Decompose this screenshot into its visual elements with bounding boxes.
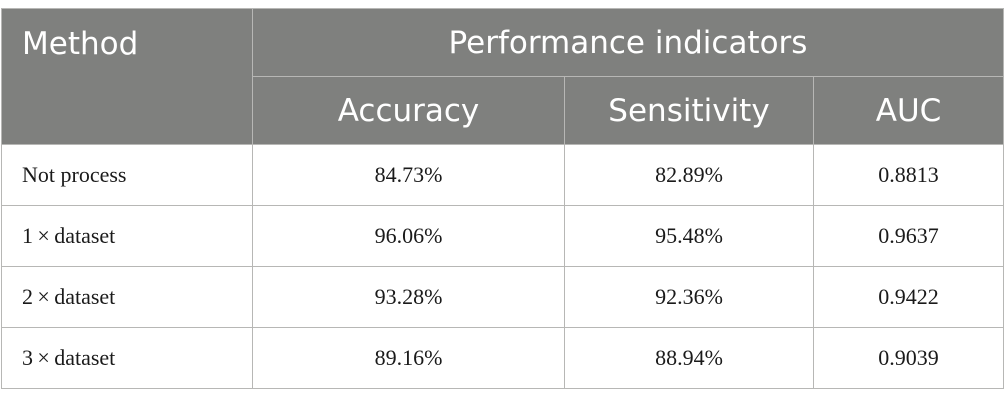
table-row: 1 × dataset 96.06% 95.48% 0.9637 [1,205,1005,267]
header-sensitivity: Sensitivity [564,76,814,145]
header-auc: AUC [812,76,1005,145]
cell-method: 2 × dataset [1,266,253,328]
table-row: 3 × dataset 89.16% 88.94% 0.9039 [1,327,1005,389]
cell-auc: 0.9422 [812,266,1005,328]
header-method: Method [1,8,253,145]
cell-sensitivity: 88.94% [564,327,814,389]
performance-table: Method Performance indicators Accuracy S… [1,8,1005,389]
cell-sensitivity: 82.89% [564,144,814,206]
cell-accuracy: 96.06% [252,205,565,267]
table-body: Not process 84.73% 82.89% 0.8813 1 × dat… [1,144,1005,389]
cell-accuracy: 93.28% [252,266,565,328]
cell-accuracy: 84.73% [252,144,565,206]
cell-method: 1 × dataset [1,205,253,267]
table-row: Not process 84.73% 82.89% 0.8813 [1,144,1005,206]
cell-method: Not process [1,144,253,206]
cell-auc: 0.9637 [812,205,1005,267]
cell-sensitivity: 92.36% [564,266,814,328]
cell-sensitivity: 95.48% [564,205,814,267]
header-row-top: Method Performance indicators [1,8,1005,145]
cell-method: 3 × dataset [1,327,253,389]
cell-auc: 0.9039 [812,327,1005,389]
header-accuracy: Accuracy [252,76,565,145]
cell-accuracy: 89.16% [252,327,565,389]
header-performance-indicators: Performance indicators [251,8,1005,77]
table-row: 2 × dataset 93.28% 92.36% 0.9422 [1,266,1005,328]
cell-auc: 0.8813 [812,144,1005,206]
header-row-sub: Accuracy Sensitivity AUC [2,76,1005,145]
table-header: Method Performance indicators Accuracy S… [1,8,1005,145]
